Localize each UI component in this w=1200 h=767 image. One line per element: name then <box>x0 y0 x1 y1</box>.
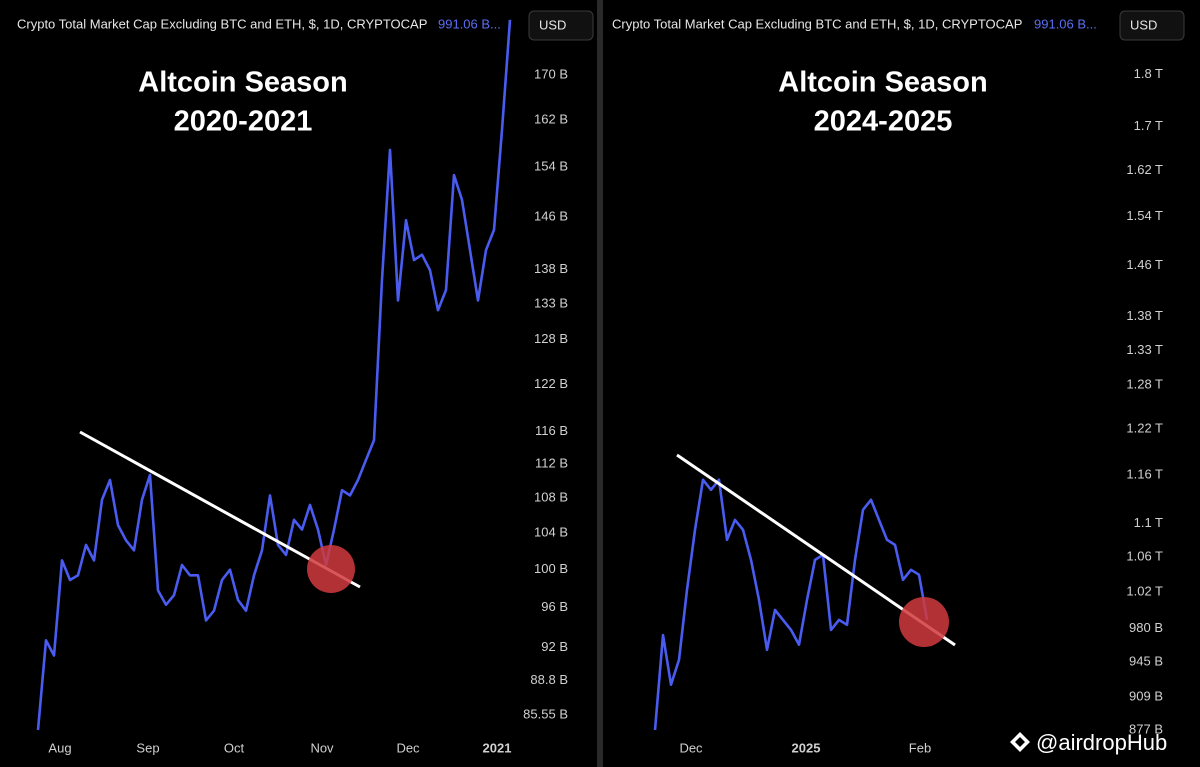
currency-label: USD <box>1130 17 1157 32</box>
y-tick-label: 133 B <box>534 295 568 310</box>
price-line <box>36 19 512 731</box>
y-tick-label: 945 B <box>1129 653 1163 668</box>
highlight-circle <box>899 597 949 647</box>
currency-label: USD <box>539 17 566 32</box>
x-tick-label: Nov <box>310 740 334 755</box>
header-value: 991.06 B... <box>1034 16 1097 31</box>
x-tick-label: Aug <box>48 740 71 755</box>
chart-subtitle: 2020-2021 <box>174 106 313 138</box>
y-tick-label: 1.7 T <box>1134 118 1163 133</box>
y-tick-label: 877 B <box>1129 721 1163 736</box>
y-tick-label: 1.22 T <box>1126 420 1163 435</box>
x-tick-label: 2021 <box>483 740 512 755</box>
watermark-icon <box>1010 732 1030 752</box>
y-tick-label: 100 B <box>534 561 568 576</box>
logo <box>1010 732 1030 752</box>
y-tick-label: 1.02 T <box>1126 584 1163 599</box>
y-tick-label: 1.28 T <box>1126 377 1163 392</box>
header-value: 991.06 B... <box>438 16 501 31</box>
y-tick-label: 122 B <box>534 376 568 391</box>
currency-button <box>528 10 594 41</box>
chart-layer: Crypto Total Market Cap Excluding BTC an… <box>17 10 1185 755</box>
y-tick-label: 1.33 T <box>1126 342 1163 357</box>
highlight-circle <box>307 545 355 593</box>
y-tick-label: 116 B <box>535 423 568 438</box>
y-tick-label: 1.62 T <box>1126 162 1163 177</box>
y-tick-label: 96 B <box>541 599 568 614</box>
x-tick-label: Sep <box>136 740 159 755</box>
y-tick-label: 92 B <box>541 639 568 654</box>
y-tick-label: 1.06 T <box>1126 549 1163 564</box>
y-tick-label: 85.55 B <box>523 707 568 722</box>
y-tick-label: 1.1 T <box>1134 515 1163 530</box>
header: Crypto Total Market Cap Excluding BTC an… <box>612 16 1022 31</box>
y-tick-label: 170 B <box>534 67 568 82</box>
y-tick-label: 108 B <box>534 489 568 504</box>
x-tick-label: 2025 <box>792 740 821 755</box>
y-tick-label: 162 B <box>534 111 568 126</box>
y-tick-label: 909 B <box>1129 689 1163 704</box>
currency-button <box>1119 10 1185 41</box>
y-tick-label: 1.16 T <box>1126 466 1163 481</box>
y-tick-label: 1.54 T <box>1126 208 1163 223</box>
x-tick-label: Dec <box>396 740 420 755</box>
y-tick-label: 146 B <box>534 208 568 223</box>
y-tick-label: 980 B <box>1129 620 1163 635</box>
header: Crypto Total Market Cap Excluding BTC an… <box>17 16 427 31</box>
chart-subtitle: 2024-2025 <box>814 106 953 138</box>
y-tick-label: 1.38 T <box>1126 308 1163 323</box>
annotations <box>79 430 956 647</box>
y-tick-label: 88.8 B <box>530 672 568 687</box>
watermark: @airdropHub <box>1036 730 1167 755</box>
chart-title: Altcoin Season <box>778 67 988 99</box>
chart-title: Altcoin Season <box>138 67 348 99</box>
price-line <box>653 478 929 731</box>
y-tick-label: 1.46 T <box>1126 257 1163 272</box>
y-tick-label: 128 B <box>534 331 568 346</box>
x-tick-label: Dec <box>679 740 703 755</box>
y-tick-label: 138 B <box>534 261 568 276</box>
x-tick-label: Oct <box>224 740 245 755</box>
y-tick-label: 112 B <box>535 455 568 470</box>
y-tick-label: 1.8 T <box>1134 66 1163 81</box>
divider <box>597 0 603 767</box>
y-tick-label: 104 B <box>534 525 568 540</box>
y-tick-label: 154 B <box>534 159 568 174</box>
x-tick-label: Feb <box>909 740 931 755</box>
